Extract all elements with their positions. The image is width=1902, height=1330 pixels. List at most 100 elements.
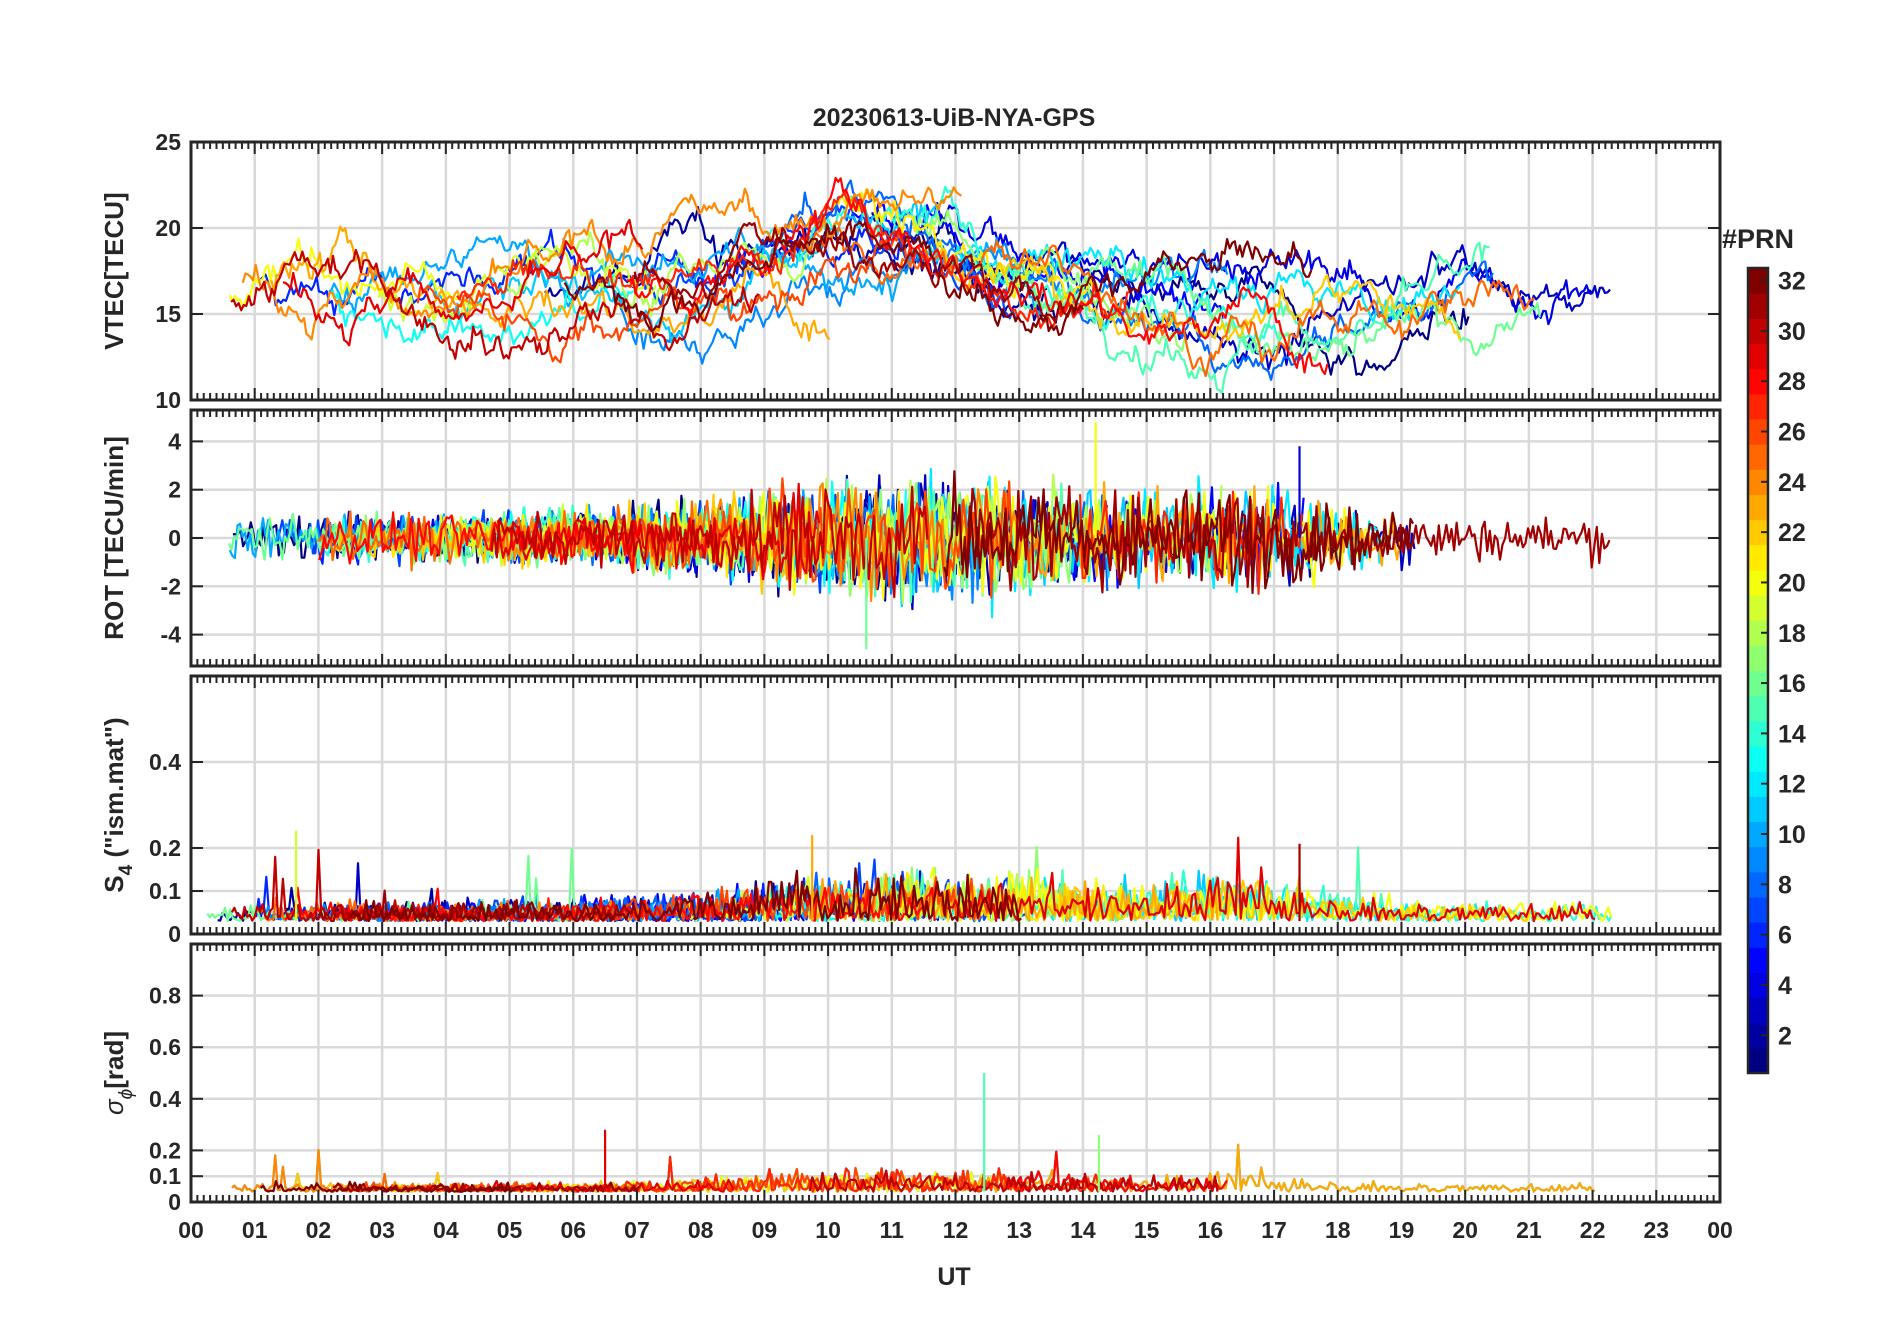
series-prn-30 [808, 1169, 1219, 1193]
y-tick-label: -2 [161, 573, 181, 599]
colorbar-tick-label: 14 [1778, 720, 1806, 748]
series-prn-15 [1001, 241, 1490, 394]
y-tick-label: 0.2 [149, 1137, 181, 1163]
y-tick-label: 0.1 [149, 878, 181, 904]
series-prn-28 [626, 176, 1329, 375]
colorbar-segment [1748, 771, 1768, 797]
colorbar-segment [1748, 997, 1768, 1024]
series-prn-29 [947, 836, 1596, 923]
series-prn-30 [230, 248, 760, 360]
x-tick-label: 19 [1389, 1217, 1415, 1243]
y-tick-label: -4 [161, 622, 182, 648]
data-series-group [206, 830, 1613, 923]
colorbar-segment [1748, 821, 1768, 848]
colorbar-segment [1748, 871, 1768, 898]
series-prn-20 [228, 237, 460, 307]
y-tick-label: 0.2 [149, 835, 181, 861]
panel-sigma_phi: 00.10.2 0.4 0.6 0.8 σϕ[rad] [99, 942, 1722, 1215]
x-tick-label: 05 [497, 1217, 523, 1243]
y-axis-label-sub: 4 [116, 864, 137, 875]
colorbar-segment [1748, 922, 1768, 948]
panel-rot: -4 -2 0 2 4 ROT [TECU/min] [99, 408, 1722, 668]
colorbar-segment [1748, 1047, 1768, 1074]
y-tick-label: 0.1 [149, 1163, 181, 1189]
colorbar-segment [1748, 343, 1768, 370]
data-series-group [228, 176, 1611, 394]
y-tick-label: 0.4 [149, 1086, 181, 1112]
y-tick-label: 20 [155, 215, 181, 241]
x-tick-label: 00 [1707, 1217, 1733, 1243]
colorbar-tick-label: 18 [1778, 620, 1806, 648]
colorbar-segment [1748, 720, 1768, 747]
chart-title: 20230613-UiB-NYA-GPS [813, 104, 1096, 132]
x-tick-label: 11 [880, 1217, 905, 1243]
colorbar-segment [1748, 595, 1768, 621]
colorbar-segment [1748, 469, 1768, 496]
x-tick-label: 10 [815, 1217, 841, 1243]
colorbar-segment [1748, 393, 1768, 420]
colorbar-tick-label: 12 [1778, 771, 1806, 799]
series-prn-31 [961, 485, 1611, 594]
colorbar-segment [1748, 896, 1768, 923]
series-prn-24 [241, 186, 963, 341]
series-prn-27 [456, 191, 1134, 329]
x-tick-label: 07 [624, 1217, 650, 1243]
colorbar-segment [1748, 846, 1768, 873]
y-axis-label-sub: ϕ [116, 1089, 137, 1100]
x-tick-label: 06 [560, 1217, 586, 1243]
x-tick-label: 02 [306, 1217, 332, 1243]
series-prn-20 [929, 866, 1613, 923]
series-prn-32 [259, 1179, 516, 1193]
colorbar-segment [1748, 1022, 1768, 1049]
panel-vtec: 10 15 20 25 VTEC[TECU] [99, 129, 1722, 413]
series-prn-21 [829, 188, 1102, 305]
x-tick-label: 00 [178, 1217, 204, 1243]
series-prn-26 [416, 231, 911, 364]
colorbar-segment [1748, 620, 1768, 646]
x-tick-label: 18 [1325, 1217, 1351, 1243]
series-prn-13 [331, 273, 635, 346]
y-axis-label: VTEC[TECU] [99, 192, 129, 349]
series-prn-30 [490, 485, 929, 599]
colorbar-tick-label: 8 [1778, 871, 1792, 899]
colorbar-segment [1748, 796, 1768, 823]
y-tick-label: 10 [155, 387, 181, 413]
series-prn-32 [943, 470, 1415, 595]
x-tick-label: 16 [1198, 1217, 1224, 1243]
colorbar-tick-label: 26 [1778, 419, 1806, 447]
colorbar-tick-label: 28 [1778, 368, 1806, 396]
colorbar-segment [1748, 368, 1768, 395]
y-tick-label: 15 [155, 301, 181, 327]
series-prn-32 [563, 220, 1313, 337]
colorbar-segment [1748, 745, 1768, 772]
y-tick-label: 0.8 [149, 983, 181, 1009]
y-tick-label: 4 [168, 428, 181, 454]
series-prn-1 [871, 206, 1470, 376]
colorbar-label: #PRN [1722, 224, 1794, 254]
y-tick-label: 0 [168, 1189, 181, 1215]
y-axis-label-rest: ("ism.mat") [99, 717, 129, 864]
colorbar-segment [1748, 318, 1768, 345]
x-tick-label: 13 [1006, 1217, 1032, 1243]
y-tick-label: 0.4 [149, 749, 181, 775]
x-tick-label: 09 [752, 1217, 778, 1243]
x-tick-label: 12 [943, 1217, 969, 1243]
colorbar-segment [1748, 695, 1768, 722]
x-tick-label: 21 [1516, 1217, 1542, 1243]
colorbar-segment [1748, 569, 1768, 596]
colorbar-segment [1748, 645, 1768, 672]
x-tick-label: 17 [1261, 1217, 1287, 1243]
y-axis-label-rest: [rad] [99, 1031, 129, 1089]
colorbar-tick-label: 24 [1778, 469, 1806, 497]
colorbar-segment [1748, 444, 1768, 470]
colorbar-tick-label: 6 [1778, 922, 1792, 950]
x-tick-label: 03 [369, 1217, 395, 1243]
colorbar-segment [1748, 670, 1768, 697]
x-axis-label: UT [937, 1263, 970, 1291]
x-tick-label: 14 [1070, 1217, 1096, 1243]
series-prn-23 [270, 225, 831, 342]
series-prn-32 [349, 867, 1022, 923]
colorbar-tick-label: 32 [1778, 268, 1806, 296]
